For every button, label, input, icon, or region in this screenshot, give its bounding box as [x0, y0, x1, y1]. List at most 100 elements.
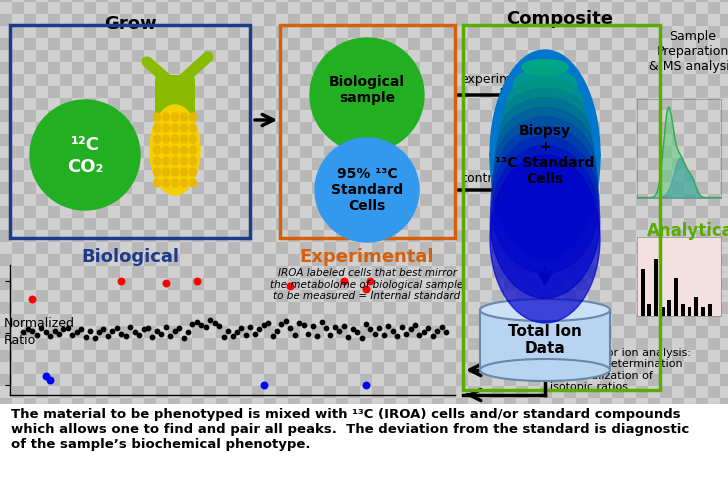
Bar	[264, 446, 276, 458]
Bar	[456, 74, 468, 86]
Bar	[576, 458, 588, 470]
Bar	[96, 14, 108, 26]
Bar	[528, 86, 540, 98]
Bar	[504, 362, 516, 374]
Bar	[276, 398, 288, 410]
Bar	[540, 278, 552, 290]
Bar	[204, 338, 216, 350]
Bar	[84, 230, 96, 242]
Bar	[0, 146, 12, 158]
Bar	[396, 302, 408, 314]
Bar	[48, 2, 60, 14]
Bar	[324, 278, 336, 290]
Point	[378, 330, 389, 338]
Bar	[12, 290, 24, 302]
Bar	[696, 338, 708, 350]
Bar	[468, 146, 480, 158]
Bar	[288, 398, 300, 410]
Bar	[324, 350, 336, 362]
Bar	[24, 206, 36, 218]
Bar	[264, 434, 276, 446]
Bar	[456, 266, 468, 278]
Bar	[540, 182, 552, 194]
Bar	[24, 2, 36, 14]
Bar	[168, 86, 180, 98]
Bar	[600, 482, 612, 494]
Bar	[684, 470, 696, 482]
Bar	[661, 307, 665, 316]
Bar	[156, 230, 168, 242]
Bar	[576, 86, 588, 98]
Bar	[396, 470, 408, 482]
Bar	[648, 446, 660, 458]
Bar	[24, 182, 36, 194]
Bar	[540, 290, 552, 302]
Bar	[576, 98, 588, 110]
Bar	[600, 110, 612, 122]
Bar	[36, 2, 48, 14]
Bar	[468, 182, 480, 194]
Bar	[60, 254, 72, 266]
Point	[387, 327, 398, 334]
Bar	[84, 434, 96, 446]
Point	[26, 327, 38, 334]
Bar	[228, 374, 240, 386]
Bar	[84, 482, 96, 494]
Bar	[708, 422, 720, 434]
Point	[120, 332, 132, 340]
Bar	[84, 50, 96, 62]
Bar	[720, 62, 728, 74]
Bar	[420, 134, 432, 146]
Bar	[456, 482, 468, 494]
Bar	[36, 62, 48, 74]
Bar	[96, 86, 108, 98]
Bar	[108, 434, 120, 446]
Bar	[108, 254, 120, 266]
Bar	[456, 50, 468, 62]
Bar	[156, 422, 168, 434]
Bar	[636, 254, 648, 266]
Bar	[0, 338, 12, 350]
Bar	[336, 2, 348, 14]
Bar	[432, 302, 444, 314]
Bar	[684, 386, 696, 398]
Bar	[228, 266, 240, 278]
Bar	[564, 446, 576, 458]
Bar	[708, 14, 720, 26]
Bar	[312, 38, 324, 50]
Bar	[60, 290, 72, 302]
Bar	[264, 350, 276, 362]
Bar	[384, 146, 396, 158]
Bar	[600, 434, 612, 446]
Bar	[108, 14, 120, 26]
Bar	[228, 38, 240, 50]
Bar	[228, 170, 240, 182]
Bar	[444, 146, 456, 158]
Bar	[528, 278, 540, 290]
Bar	[444, 86, 456, 98]
Bar	[588, 50, 600, 62]
Bar	[540, 122, 552, 134]
Bar	[24, 278, 36, 290]
Ellipse shape	[480, 359, 610, 381]
Bar	[0, 86, 12, 98]
Bar	[444, 266, 456, 278]
Bar	[180, 374, 192, 386]
Bar	[192, 302, 204, 314]
Bar	[264, 362, 276, 374]
Ellipse shape	[154, 157, 160, 165]
Bar	[660, 266, 672, 278]
Bar	[516, 350, 528, 362]
Bar	[24, 302, 36, 314]
Bar	[564, 362, 576, 374]
Bar	[456, 290, 468, 302]
Bar	[192, 98, 204, 110]
Bar	[216, 2, 228, 14]
Bar	[528, 458, 540, 470]
Point	[293, 319, 305, 327]
Bar	[192, 38, 204, 50]
Bar	[588, 98, 600, 110]
Bar	[312, 146, 324, 158]
Bar	[204, 422, 216, 434]
Bar	[696, 2, 708, 14]
